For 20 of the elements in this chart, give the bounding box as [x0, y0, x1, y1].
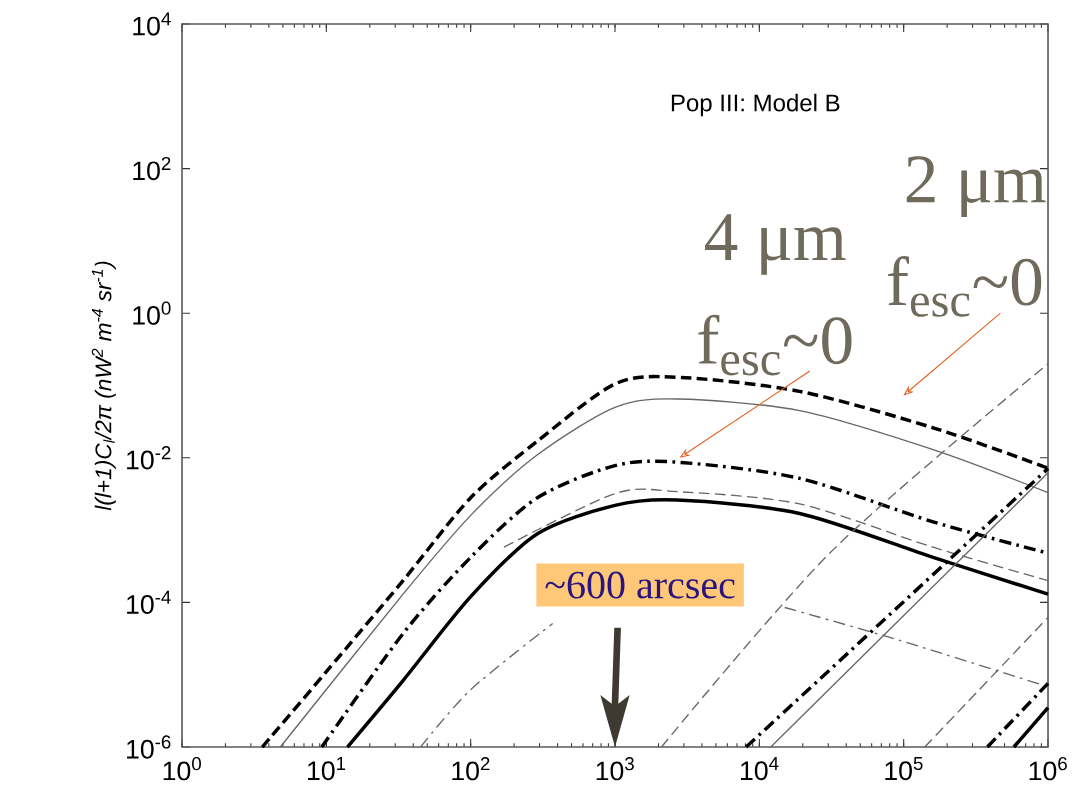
annotation: f$_{esc}$~0 — [888, 256, 1042, 317]
y-tick-label: 10$^{-4}$ — [127, 590, 171, 614]
text: l(l+1)C$_{l}$/2π (nW$^{2}$ m$^{-4}$ sr$^{-1}$) — [91, 261, 116, 511]
x-tick-label: 10$^{1}$ — [308, 757, 346, 781]
x-tick-label: 10$^{0}$ — [163, 757, 201, 781]
x-tick-label: 10$^{5}$ — [885, 757, 923, 781]
y-tick-label: 10$^{4}$ — [133, 12, 171, 36]
x-tick-label: 10$^{2}$ — [452, 757, 490, 781]
annotation: Pop III: Model B — [671, 93, 840, 117]
y-tick-label: 10$^{-2}$ — [127, 446, 171, 470]
y-tick-label: 10$^{0}$ — [133, 301, 171, 325]
x-tick-label: 10$^{4}$ — [741, 757, 779, 781]
y-tick-label: 10$^{2}$ — [133, 156, 171, 181]
annotation: f$_{esc}$~0 — [698, 314, 852, 376]
annotation: ~600 arcsec — [545, 571, 735, 599]
annotation: 2 μm — [906, 156, 1046, 218]
x-tick-label: 10$^{6}$ — [1029, 757, 1067, 781]
annotation: 4 μm — [705, 214, 846, 275]
x-tick-label: 10$^{3}$ — [596, 757, 634, 781]
y-tick-label: 10$^{-6}$ — [127, 735, 171, 759]
